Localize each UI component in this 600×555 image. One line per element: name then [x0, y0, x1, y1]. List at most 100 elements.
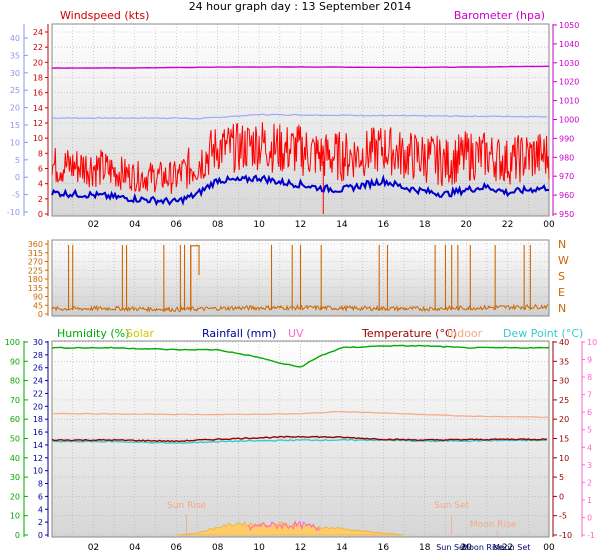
outer-left-tick-label: 20	[10, 104, 20, 113]
legend-uv: UV	[288, 327, 304, 340]
legend-dewpoint: Dew Point (°C)	[503, 327, 583, 340]
indoor-line	[52, 411, 550, 418]
rain-tick-label: 18	[33, 415, 43, 424]
legend-rainfall: Rainfall (mm)	[202, 327, 276, 340]
kts-tick-label: 22	[33, 43, 43, 52]
legend-barometer: Barometer (hpa)	[454, 9, 545, 22]
uv-tick-label: 2	[587, 478, 592, 487]
bot-x-tick-label: 12	[295, 543, 306, 553]
temp-tick-label: 25	[559, 396, 569, 405]
outer-left-tick-label: 35	[10, 51, 20, 60]
hpa-tick-label: 1030	[559, 59, 579, 68]
hpa-tick-label: 950	[559, 210, 574, 219]
deg-tick-label: 0	[38, 310, 43, 319]
compass-label: W	[558, 254, 569, 267]
kts-tick-label: 8	[38, 149, 43, 158]
kts-tick-label: 20	[33, 58, 43, 67]
temp-tick-label: 5	[559, 473, 564, 482]
bot-x-tick-label: 04	[129, 543, 141, 553]
moonrise-axis-label: Moon Rise	[462, 543, 503, 552]
hpa-tick-label: 960	[559, 191, 574, 200]
outer-left-tick-label: 15	[10, 121, 20, 130]
uv-tick-label: 10	[587, 338, 597, 347]
kts-tick-label: 24	[33, 28, 43, 37]
humidity-tick-label: 30	[10, 473, 20, 482]
temp-tick-label: 30	[559, 377, 569, 386]
bot-x-tick-label: 08	[212, 543, 224, 553]
top-x-tick-label: 10	[253, 220, 265, 230]
rain-tick-label: 12	[33, 454, 43, 463]
temp-tick-label: 40	[559, 338, 569, 347]
kts-tick-label: 12	[33, 119, 43, 128]
kts-tick-label: 2	[38, 195, 43, 204]
legend-indoor: Indoor	[447, 327, 483, 340]
humidity-tick-label: 90	[10, 357, 20, 366]
temp-tick-label: 20	[559, 415, 569, 424]
uv-tick-label: 6	[587, 408, 592, 417]
uv-tick-label: -1	[587, 531, 595, 540]
deg-tick-label: 135	[28, 284, 43, 293]
outer-left-tick-label: 0	[15, 173, 20, 182]
deg-tick-label: 45	[33, 301, 43, 310]
rain-tick-label: 8	[38, 480, 43, 489]
outer-left-tick-label: -5	[12, 191, 20, 200]
top-x-tick-label: 16	[378, 220, 390, 230]
humidity-tick-label: 100	[5, 338, 20, 347]
kts-tick-label: 18	[33, 74, 43, 83]
rain-tick-label: 26	[33, 364, 43, 373]
uv-tick-label: 1	[587, 496, 592, 505]
compass-label: N	[558, 238, 566, 251]
rain-tick-label: 2	[38, 518, 43, 527]
bot-x-tick-label: 22	[502, 543, 513, 553]
hpa-tick-label: 1000	[559, 116, 579, 125]
wind-direction-box	[190, 244, 200, 307]
rain-tick-label: 30	[33, 338, 43, 347]
rain-tick-label: 28	[33, 351, 43, 360]
top-x-tick-label: 04	[129, 220, 141, 230]
uv-tick-label: 9	[587, 356, 592, 365]
average-wind-line	[51, 174, 550, 207]
hpa-tick-label: 1040	[559, 40, 579, 49]
legend-solar: Solar	[126, 327, 155, 340]
rain-tick-label: 24	[33, 377, 43, 386]
hpa-tick-label: 980	[559, 153, 574, 162]
rain-tick-label: 14	[33, 441, 43, 450]
uv-tick-label: 0	[587, 513, 592, 522]
temp-tick-label: 0	[559, 492, 564, 501]
outer-left-tick-label: 5	[15, 156, 20, 165]
humidity-tick-label: 20	[10, 492, 20, 501]
kts-tick-label: 16	[33, 89, 43, 98]
humidity-tick-label: 0	[15, 531, 20, 540]
rain-tick-label: 6	[38, 492, 43, 501]
deg-tick-label: 180	[28, 275, 43, 284]
sunset-axis-label: Sun Set	[436, 543, 467, 552]
bot-plot-area	[51, 340, 550, 538]
temp-tick-label: 35	[559, 357, 569, 366]
kts-tick-label: 6	[38, 165, 43, 174]
temp-tick-label: -5	[559, 512, 567, 521]
solar-area	[176, 520, 405, 536]
top-x-tick-label: 18	[419, 220, 431, 230]
humidity-tick-label: 40	[10, 454, 20, 463]
humidity-tick-label: 10	[10, 512, 20, 521]
top-x-tick-label: 08	[212, 220, 224, 230]
hpa-tick-label: 990	[559, 134, 574, 143]
rain-tick-label: 10	[33, 467, 43, 476]
deg-tick-label: 225	[28, 266, 43, 275]
uv-tick-label: 3	[587, 461, 592, 470]
legend-windspeed: Windspeed (kts)	[60, 9, 149, 22]
deg-tick-label: 270	[28, 258, 43, 267]
legend-humidity: Humidity (%)	[57, 327, 129, 340]
top-x-tick-label: 00	[543, 220, 555, 230]
outer-left-tick-label: 40	[10, 34, 20, 43]
rain-tick-label: 4	[38, 505, 43, 514]
temp-tick-label: 10	[559, 454, 569, 463]
top-x-tick-label: 02	[88, 220, 99, 230]
compass-label: N	[558, 302, 566, 315]
humidity-line	[51, 344, 550, 368]
deg-tick-label: 360	[28, 240, 43, 249]
rain-tick-label: 0	[38, 531, 43, 540]
deg-tick-label: 315	[28, 249, 43, 258]
